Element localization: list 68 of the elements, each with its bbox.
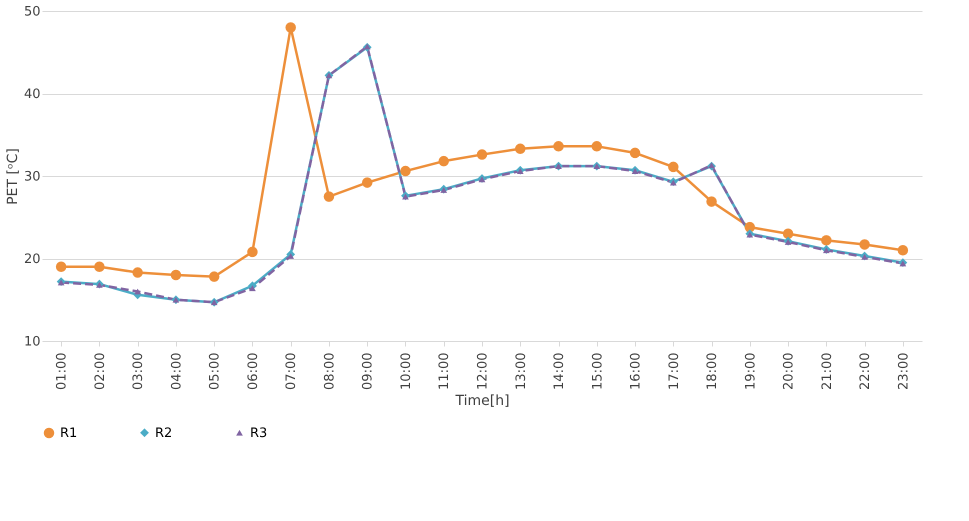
point bbox=[440, 187, 448, 193]
point bbox=[249, 285, 256, 292]
point bbox=[782, 228, 794, 239]
x-tick-label: 18:00 bbox=[705, 352, 720, 390]
y-axis-title: PET [ᵒC] bbox=[4, 148, 21, 205]
point bbox=[324, 191, 334, 202]
y-tick-label: 20 bbox=[24, 252, 40, 267]
x-tick-label: 09:00 bbox=[360, 352, 376, 390]
point bbox=[630, 148, 640, 158]
point bbox=[362, 177, 372, 188]
x-tick-label: 16:00 bbox=[628, 352, 644, 390]
x-tick-label: 06:00 bbox=[246, 352, 261, 390]
x-tick-label: 17:00 bbox=[666, 352, 682, 390]
x-tick-label: 11:00 bbox=[437, 352, 452, 390]
x-tick-label: 03:00 bbox=[131, 352, 146, 390]
point bbox=[515, 144, 526, 154]
legend-label: R1 bbox=[60, 426, 78, 441]
point bbox=[132, 267, 143, 278]
point bbox=[898, 245, 908, 256]
y-tick-label: 10 bbox=[24, 334, 40, 350]
x-tick-label: 23:00 bbox=[896, 352, 912, 390]
point bbox=[400, 166, 411, 176]
x-tick-label: 08:00 bbox=[322, 352, 338, 390]
x-tick-label: 14:00 bbox=[552, 352, 568, 390]
point bbox=[632, 168, 638, 174]
x-tick-label: 19:00 bbox=[743, 352, 758, 390]
point bbox=[706, 196, 717, 207]
point bbox=[553, 141, 564, 152]
point bbox=[402, 194, 409, 200]
y-tick-label: 40 bbox=[24, 87, 40, 102]
legend-label: R3 bbox=[250, 426, 268, 441]
point bbox=[94, 262, 105, 272]
x-tick-label: 21:00 bbox=[820, 352, 835, 390]
x-tick-label: 02:00 bbox=[92, 352, 108, 390]
x-tick-label: 05:00 bbox=[208, 352, 223, 390]
x-axis-title: Time[h] bbox=[454, 392, 510, 409]
point bbox=[784, 239, 792, 245]
x-tick-label: 22:00 bbox=[858, 352, 874, 390]
x-tick-label: 20:00 bbox=[782, 352, 797, 390]
point bbox=[516, 168, 524, 174]
point bbox=[58, 280, 64, 286]
point bbox=[247, 246, 258, 258]
y-tick-label: 30 bbox=[24, 170, 40, 184]
point bbox=[438, 156, 449, 166]
point bbox=[285, 22, 296, 33]
x-tick-label: 12:00 bbox=[476, 352, 490, 390]
point bbox=[364, 44, 371, 50]
point bbox=[859, 239, 870, 250]
point bbox=[670, 180, 677, 186]
x-tick-label: 13:00 bbox=[514, 352, 529, 390]
x-tick-label: 15:00 bbox=[590, 352, 606, 390]
point bbox=[668, 162, 679, 172]
point bbox=[134, 288, 142, 294]
x-tick-label: 07:00 bbox=[284, 352, 300, 390]
x-tick-label: 04:00 bbox=[169, 352, 184, 390]
point bbox=[476, 149, 488, 160]
point bbox=[744, 222, 756, 232]
point bbox=[746, 232, 754, 238]
x-tick-label: 10:00 bbox=[398, 352, 414, 390]
point bbox=[208, 271, 220, 282]
point bbox=[170, 270, 182, 280]
x-tick-label: 01:00 bbox=[54, 352, 70, 390]
point bbox=[821, 235, 832, 246]
point bbox=[56, 262, 66, 272]
y-tick-label: 50 bbox=[24, 4, 40, 20]
legend-label: R2 bbox=[155, 426, 172, 441]
point bbox=[900, 260, 906, 266]
point bbox=[592, 141, 602, 152]
